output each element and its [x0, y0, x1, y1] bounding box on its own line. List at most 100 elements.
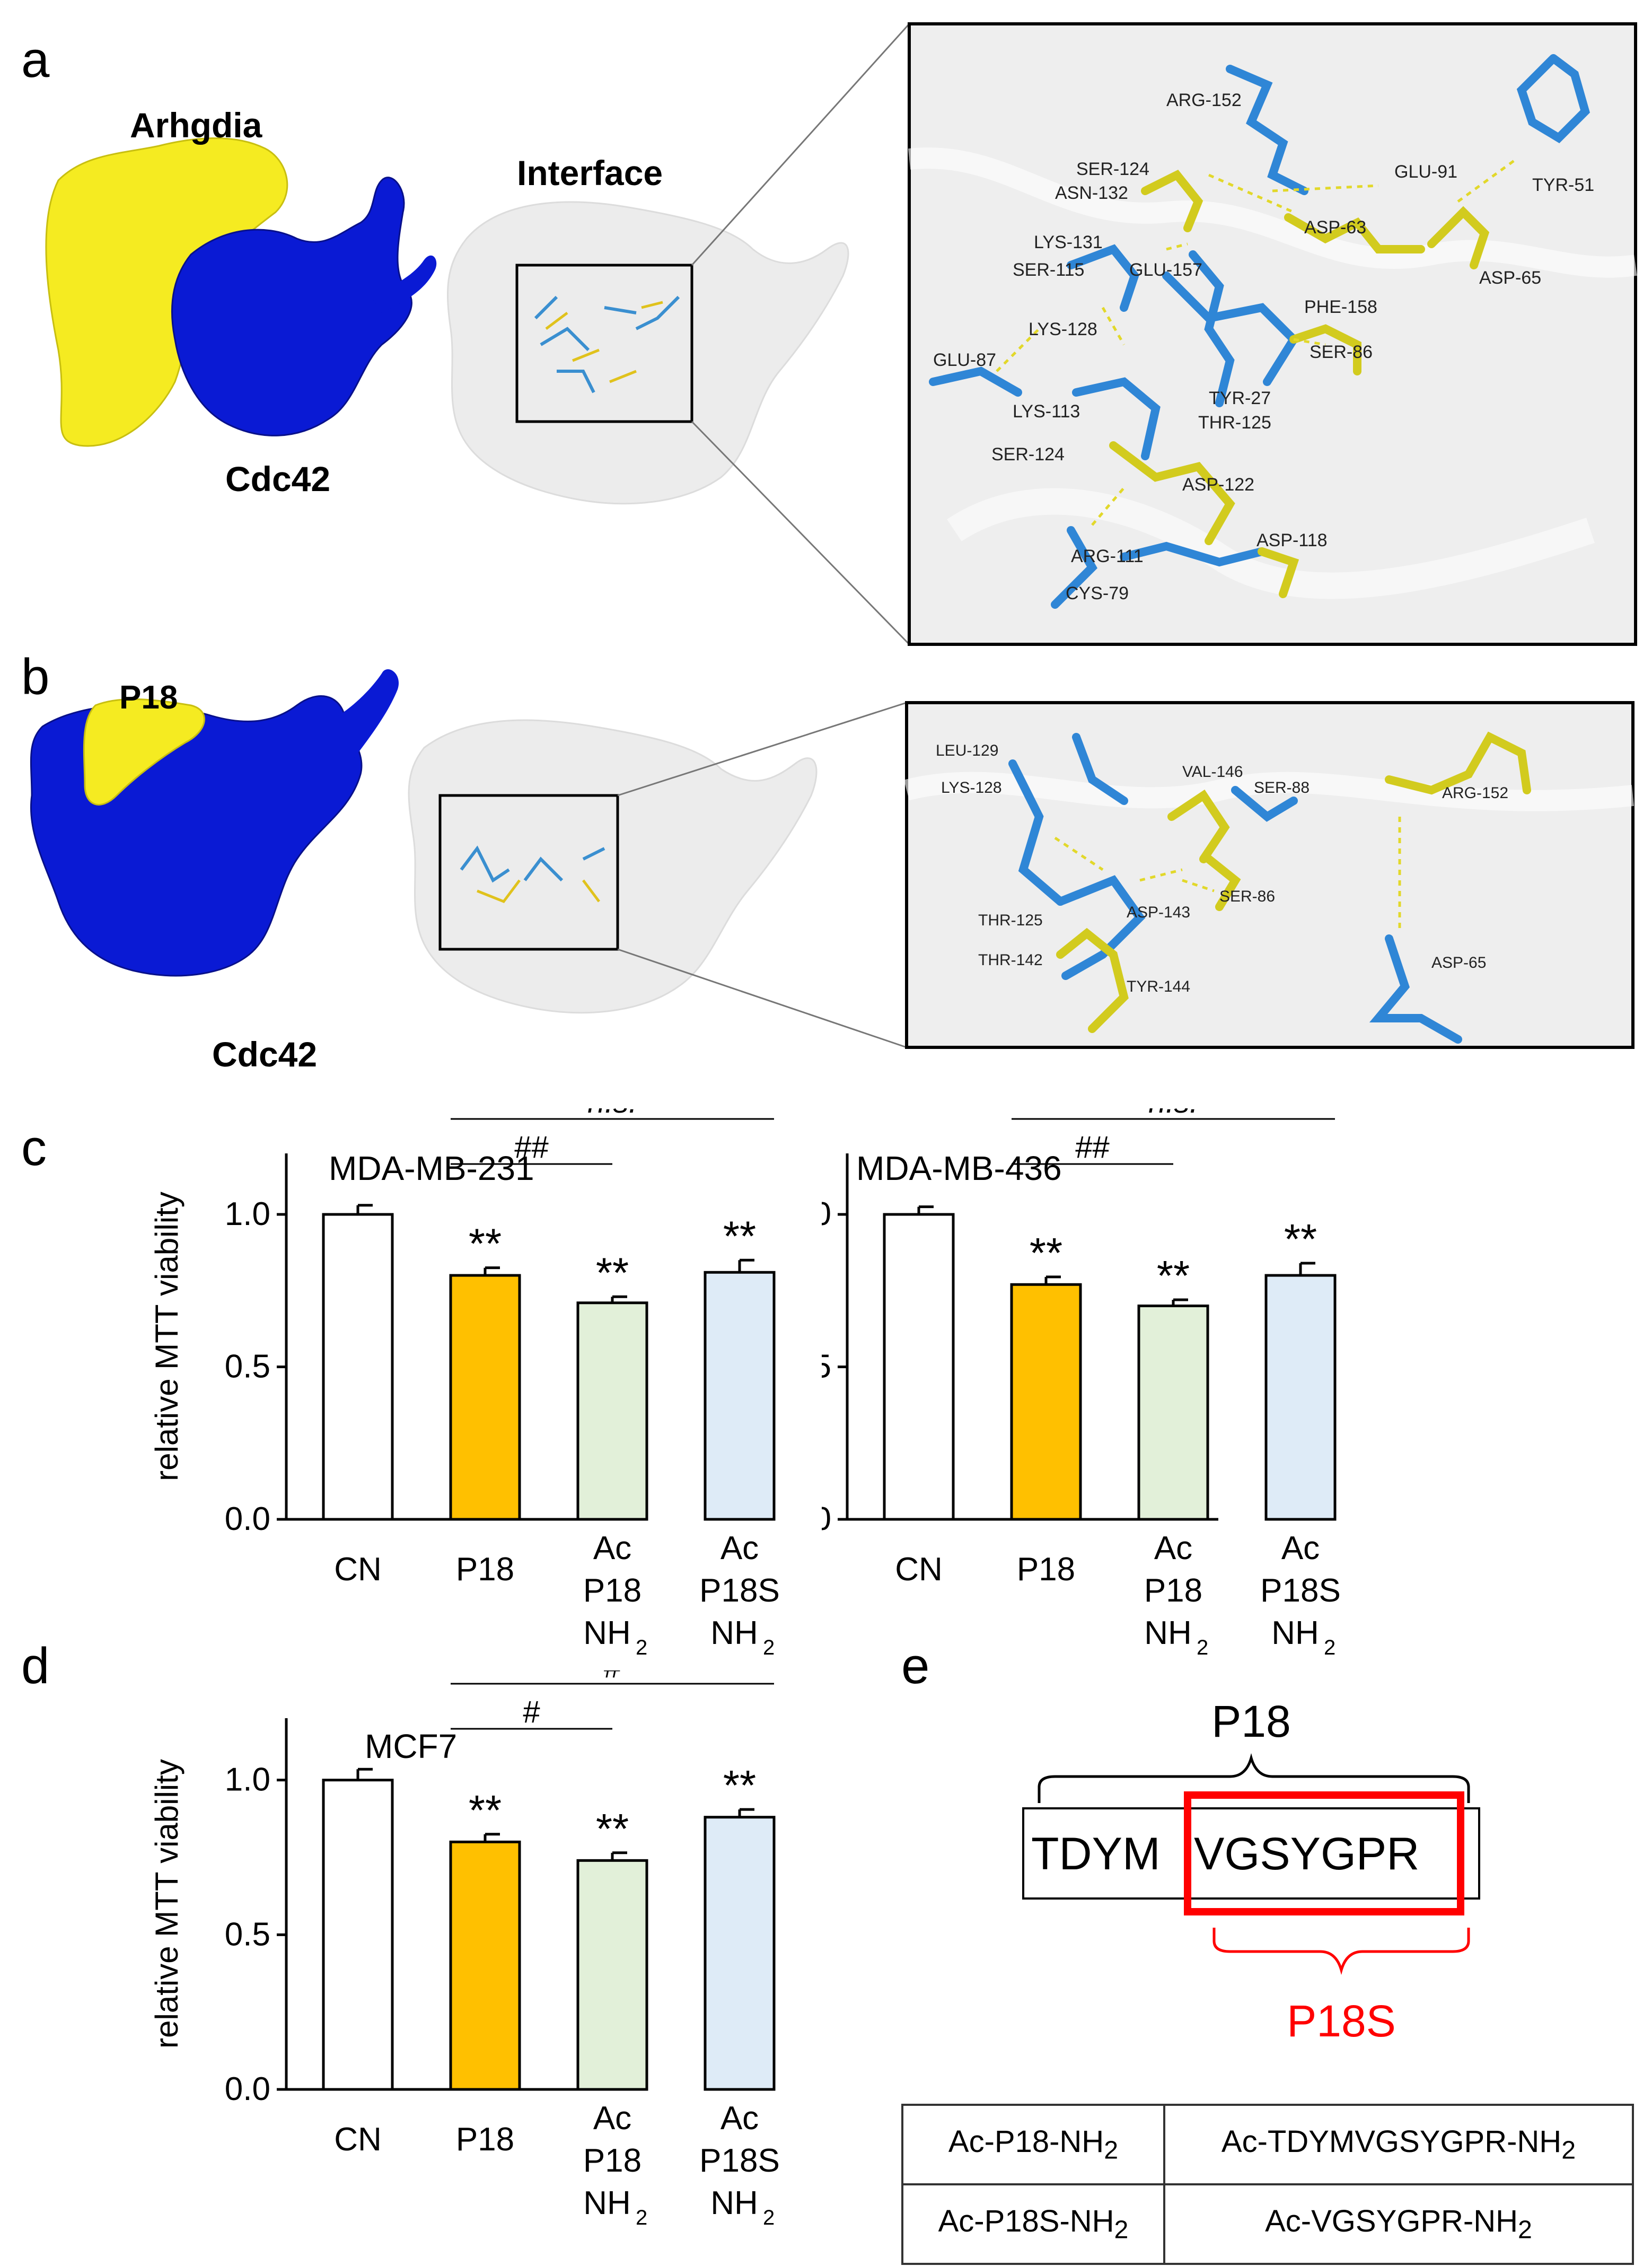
- sequence-boxed: VGSYGPR: [1194, 1828, 1419, 1879]
- residue-labels-b: LEU-129 VAL-146 SER-88 ARG-152 LYS-128 S…: [936, 742, 1508, 995]
- p18-title: P18: [1211, 1696, 1290, 1746]
- panel-b-structure: LEU-129 VAL-146 SER-88 ARG-152 LYS-128 S…: [30, 669, 1635, 1049]
- panel-a-structure: ARG-152 SER-124 ASN-132 GLU-91 TYR-51 LY…: [45, 22, 1637, 646]
- res-a-11: LYS-128: [1029, 319, 1097, 339]
- res-a-2: ASN-132: [1055, 183, 1128, 203]
- category-label: Ac: [1281, 1530, 1320, 1567]
- res-a-7: SER-115: [1013, 260, 1084, 280]
- bar: [322, 1779, 394, 2091]
- bar: [449, 1840, 521, 2091]
- bar: [449, 1274, 521, 1521]
- res-b-5: SER-86: [1219, 888, 1275, 905]
- category-label: Ac: [593, 2100, 631, 2137]
- category-label-subscript: 2: [763, 1636, 775, 1659]
- res-a-15: LYS-113: [1013, 401, 1080, 422]
- res-b-6: THR-125: [978, 912, 1043, 929]
- cdc42-surface-a: [171, 177, 412, 436]
- category-label: CN: [895, 1551, 943, 1588]
- res-a-14: TYR-27: [1209, 388, 1271, 408]
- arhgdia-label: Arhgdia: [130, 106, 262, 145]
- comparison-label: ##: [514, 1130, 549, 1165]
- sequence-prefix: TDYM: [1031, 1828, 1161, 1879]
- peptide-name-cell: Ac-P18S-NH2: [901, 2183, 1165, 2265]
- category-label: NH: [1144, 1615, 1192, 1651]
- res-a-9: ASP-65: [1479, 268, 1541, 288]
- sig-mark: **: [723, 1762, 756, 1809]
- res-a-17: SER-124: [991, 444, 1065, 465]
- res-a-0: ARG-152: [1166, 90, 1242, 110]
- y-tick-label: 1.0: [225, 1196, 270, 1232]
- y-tick-label: 0.0: [822, 1501, 831, 1537]
- comparison-label: #: [523, 1695, 540, 1729]
- res-b-10: ASP-65: [1431, 954, 1486, 972]
- category-label: NH: [583, 1615, 631, 1651]
- sequence-box: [1022, 1807, 1480, 1900]
- interface-box-b: [438, 794, 619, 951]
- bar: [1010, 1283, 1082, 1521]
- peptide-name-cell: Ac-P18-NH2: [901, 2104, 1165, 2185]
- sig-mark: **: [469, 1220, 502, 1267]
- category-label: NH: [1271, 1615, 1319, 1651]
- res-b-3: ARG-152: [1442, 784, 1508, 802]
- bar: [576, 1301, 648, 1521]
- cdc42-label-b: Cdc42: [212, 1035, 318, 1074]
- sig-mark: **: [469, 1787, 502, 1834]
- category-label: P18: [1017, 1551, 1075, 1588]
- category-label-subscript: 2: [636, 1636, 647, 1659]
- panel-label-e: e: [901, 1638, 930, 1694]
- res-b-0: LEU-129: [936, 742, 998, 759]
- res-a-10: PHE-158: [1304, 297, 1377, 317]
- sig-mark: **: [596, 1249, 629, 1296]
- table-row: Ac-P18-NH2 Ac-TDYMVGSYGPR-NH2: [901, 2104, 1634, 2185]
- res-a-16: THR-125: [1198, 413, 1271, 433]
- y-axis-label: relative MTT viability: [149, 1192, 184, 1481]
- y-tick-label: 0.0: [225, 1501, 270, 1537]
- category-label: P18: [1144, 1572, 1202, 1609]
- p18-surface: [83, 698, 205, 806]
- res-a-6: ASP-63: [1304, 217, 1366, 238]
- res-b-9: TYR-144: [1127, 978, 1190, 995]
- p18s-highlight-box: [1184, 1791, 1464, 1915]
- category-label: Ac: [593, 1530, 631, 1567]
- bar: [704, 1816, 776, 2091]
- panel-label-d: d: [21, 1638, 50, 1694]
- panel-label-c: c: [21, 1119, 47, 1176]
- res-a-5: LYS-131: [1034, 232, 1103, 252]
- category-label: NH: [583, 2185, 631, 2221]
- chart-title: MCF7: [365, 1727, 457, 1765]
- res-a-12: SER-86: [1310, 342, 1373, 362]
- y-tick-label: 0.5: [225, 1349, 270, 1385]
- res-a-8: GLU-157: [1129, 260, 1202, 280]
- category-label: P18S: [699, 2142, 780, 2179]
- comparison-label: #: [604, 1670, 621, 1684]
- res-b-1: VAL-146: [1182, 763, 1243, 781]
- peptide-table: Ac-P18-NH2 Ac-TDYMVGSYGPR-NH2 Ac-P18S-NH…: [901, 2104, 1634, 2265]
- category-label: P18: [456, 1551, 514, 1588]
- sig-mark: **: [1284, 1215, 1317, 1263]
- category-label: P18S: [1260, 1572, 1341, 1609]
- sig-mark: **: [723, 1212, 756, 1259]
- y-axis-label: relative MTT viability: [149, 1759, 184, 2049]
- comparison-label: ##: [1075, 1130, 1110, 1165]
- res-b-7: ASP-143: [1127, 904, 1190, 921]
- res-a-20: ARG-111: [1071, 546, 1144, 566]
- p18-brace: [1038, 1753, 1470, 1803]
- category-label: NH: [710, 2185, 758, 2221]
- sig-mark: **: [1157, 1252, 1190, 1299]
- category-label: P18: [583, 1572, 642, 1609]
- sig-mark: **: [596, 1805, 629, 1852]
- cdc42-label-a: Cdc42: [225, 459, 331, 498]
- panel-label-a: a: [21, 31, 50, 88]
- residue-sticks-a: [929, 54, 1590, 609]
- peptide-seq-cell: Ac-VGSYGPR-NH2: [1163, 2183, 1634, 2265]
- category-label: Ac: [1154, 1530, 1192, 1567]
- bar: [322, 1213, 394, 1521]
- panel-e-diagram: P18 TDYM VGSYGPR P18S: [1022, 1696, 1480, 2046]
- residue-sticks-b: [1008, 731, 1531, 1044]
- chart-mcf7: 0.0 0.5 1.0 MCF7 relative MTT viability CN ** P…: [149, 1670, 780, 2229]
- bar: [883, 1213, 955, 1521]
- sig-mark: **: [1030, 1229, 1062, 1276]
- cdc42-surface-b: [30, 695, 363, 977]
- y-tick-label: 1.0: [225, 1762, 270, 1798]
- chart-title: MDA-MB-231: [329, 1149, 534, 1187]
